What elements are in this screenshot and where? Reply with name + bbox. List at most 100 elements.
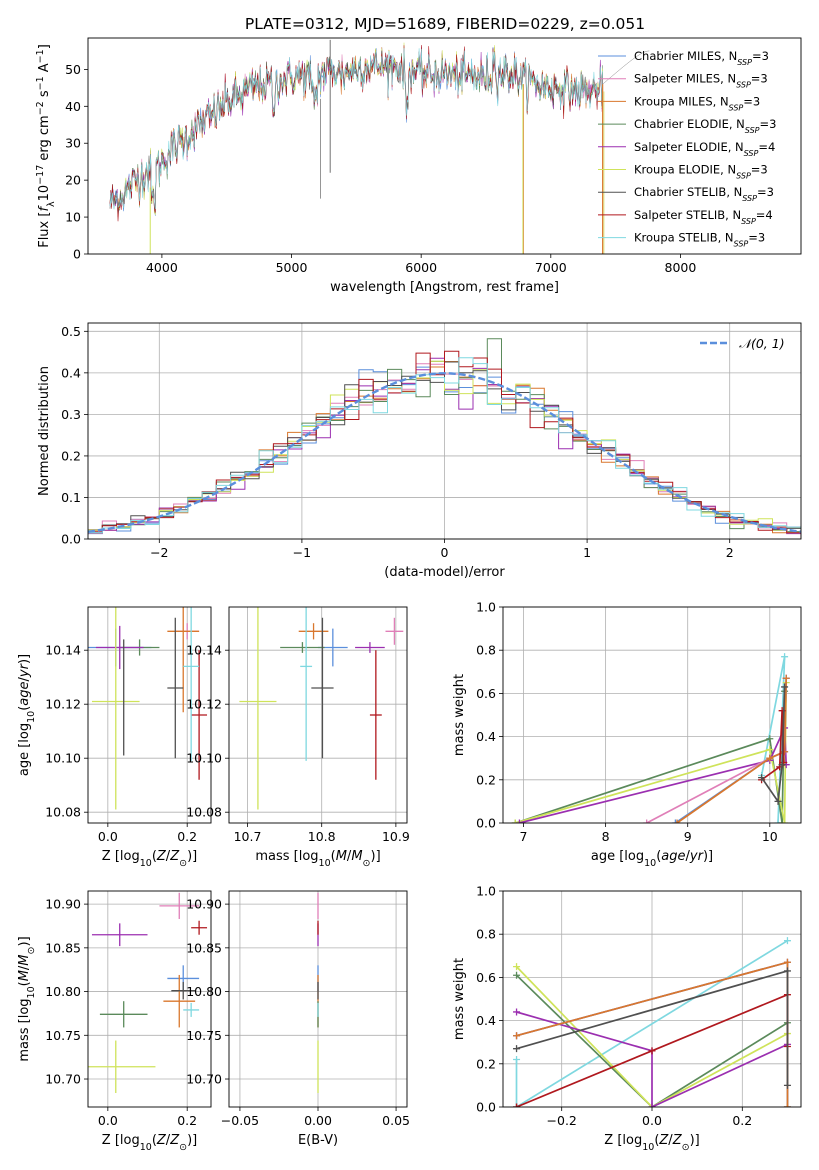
mass_weight_age-ylabel: mass weight: [452, 674, 467, 756]
x-tick-label: 10.8: [308, 829, 336, 844]
weight-marker: [781, 683, 789, 691]
x-tick-label: 0.00: [304, 1113, 332, 1128]
x-tick-label: 8000: [665, 260, 697, 275]
mass_vs_ebv-frame: [228, 890, 408, 1108]
label-part: age: [17, 681, 32, 705]
label-part: M: [336, 849, 347, 864]
mass_vs_z-ylabel: mass [log10(M/M⊙)]: [17, 936, 37, 1061]
label-part: 10: [319, 858, 331, 869]
label-part: ⊙: [179, 858, 187, 869]
mass_weight_z-axes: −0.2 0.0 0.2 0.0 0.2 0.4 0.6 0.8 1.0: [476, 884, 801, 1128]
mass_weight_age-series: [511, 653, 790, 823]
label-part: 10: [642, 1142, 654, 1153]
label-part: 10: [644, 858, 656, 869]
error-point: [99, 1001, 148, 1028]
y-tick-label: 10.70: [45, 1072, 81, 1087]
y-tick-label: 10.75: [45, 1028, 81, 1043]
x-tick-label: 0.2: [732, 1113, 752, 1128]
x-tick-label: 0.0: [642, 1113, 662, 1128]
weight-marker: [783, 1081, 791, 1089]
weight-marker: [513, 1032, 521, 1040]
y-tick-label: 0: [73, 247, 81, 262]
spectrum-xlabel: wavelength [Angstrom, rest frame]: [330, 280, 559, 295]
y-tick-label: 0.5: [61, 324, 81, 339]
legend-label: Salpeter MILES, NSSP=3: [634, 72, 768, 90]
label-part: −17: [35, 165, 46, 185]
x-tick-label: 10.9: [382, 829, 410, 844]
weight-marker: [673, 819, 681, 823]
legend-count: =3: [751, 72, 768, 86]
mass_vs_z-frame: [87, 890, 212, 1108]
legend-count: =3: [757, 185, 774, 199]
legend-label: Kroupa ELODIE, NSSP=3: [634, 163, 768, 181]
label-part: (data-model)/error: [384, 565, 505, 580]
y-tick-label: 10.10: [45, 751, 81, 766]
legend-label: Kroupa MILES, NSSP=3: [634, 94, 760, 112]
weight-marker: [513, 1103, 521, 1107]
x-tick-label: −0.05: [221, 1113, 259, 1128]
error-point: [369, 650, 382, 780]
legend-name: Salpeter ELODIE, N: [634, 140, 744, 154]
error-point: [167, 607, 200, 713]
weight-marker: [643, 819, 651, 823]
y-tick-label: 10.08: [186, 805, 222, 820]
weight-marker: [778, 819, 786, 823]
label-part: Z: [169, 849, 180, 864]
weight-marker: [671, 819, 679, 823]
legend-count: =3: [760, 117, 777, 131]
y-tick-label: 1.0: [476, 884, 496, 899]
weight-marker: [513, 1008, 521, 1016]
y-tick-label: 10.75: [186, 1028, 222, 1043]
label-part: (: [152, 1133, 157, 1148]
age_vs_z-ylabel: age [log10(age/yr)]: [17, 654, 37, 776]
legend-sub: SSP: [734, 239, 749, 248]
weight-series-line: [760, 686, 786, 804]
mass_weight_z-frame: [502, 890, 802, 1108]
weight-marker: [781, 653, 789, 661]
y-tick-label: 10.14: [45, 643, 81, 658]
y-tick-label: 0.2: [476, 1056, 496, 1071]
mass_weight_age-axes: 7 8 9 10 0.0 0.2 0.4 0.6 0.8 1.0: [476, 600, 801, 844]
legend-sub: SSP: [744, 148, 759, 157]
error-point: [355, 642, 385, 653]
label-part: )]: [690, 1133, 700, 1148]
y-tick-label: 0.2: [61, 448, 81, 463]
label-part: (: [17, 706, 32, 711]
y-tick-label: 0.0: [476, 1100, 496, 1115]
error-point: [385, 617, 404, 645]
residuals-ylabel: Normed distribution: [37, 366, 52, 496]
legend-count: =3: [752, 49, 769, 63]
legend-gaussian-label: 𝒩(0, 1): [739, 336, 785, 351]
x-tick-label: −0.2: [547, 1113, 577, 1128]
error-point: [171, 981, 196, 1000]
label-part: E(B-V): [298, 1133, 338, 1148]
y-tick-label: 1.0: [476, 600, 496, 615]
age_vs_z-xlabel: Z [log10(Z/Z⊙)]: [102, 849, 197, 869]
figure-title: PLATE=0312, MJD=51689, FIBERID=0229, z=0…: [245, 15, 645, 33]
legend-name: Kroupa ELODIE, N: [634, 163, 736, 177]
label-part: f: [37, 205, 52, 212]
weight-marker: [783, 958, 791, 966]
x-tick-label: 0.05: [382, 1113, 410, 1128]
age_vs_z-frame: [87, 606, 212, 824]
label-part: (: [152, 849, 157, 864]
y-tick-label: 30: [65, 136, 81, 151]
x-tick-label: 4000: [146, 260, 178, 275]
y-tick-label: 0.6: [476, 686, 496, 701]
error-point: [191, 650, 208, 780]
label-part: M: [351, 849, 362, 864]
spectrum-series-line: [109, 48, 603, 210]
legend-label: Chabrier ELODIE, NSSP=3: [634, 117, 776, 135]
label-part: (: [331, 849, 336, 864]
error-point: [159, 892, 200, 919]
weight-marker: [515, 819, 523, 823]
y-tick-label: 10.12: [186, 697, 222, 712]
error-point: [167, 617, 184, 759]
age_vs_mass-points: [239, 607, 404, 810]
y-tick-label: 0.4: [476, 1013, 496, 1028]
label-part: ⊙: [682, 1142, 690, 1153]
error-point: [163, 974, 196, 1028]
age_vs_z-axes: 0.0 0.2 10.08 10.10 10.12 10.14: [45, 607, 211, 844]
residuals-frame: [87, 322, 802, 540]
